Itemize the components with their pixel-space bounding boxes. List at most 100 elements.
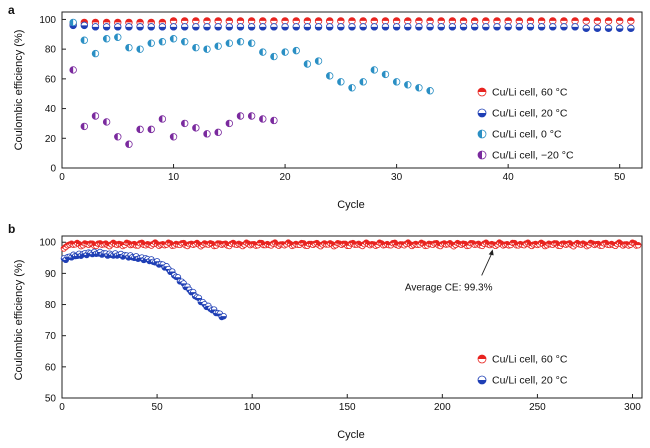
data-point-a-s3 <box>247 112 256 120</box>
data-point-a-s1 <box>515 23 524 31</box>
data-point-a-s2 <box>359 78 367 86</box>
data-point-a-s3 <box>91 112 100 120</box>
data-point-a-s3 <box>236 112 245 120</box>
legend-marker-a-1 <box>477 108 487 118</box>
annotation-arrow <box>481 251 494 276</box>
data-point-a-s3 <box>125 140 133 148</box>
data-point-a-s2 <box>225 39 234 47</box>
data-point-a-s1 <box>259 23 267 31</box>
data-point-a-s0 <box>515 17 524 25</box>
x-tick-label: 100 <box>244 402 261 413</box>
data-point-a-s2 <box>158 38 167 46</box>
x-tick-label: 50 <box>152 402 164 413</box>
data-point-a-s1 <box>381 23 390 31</box>
data-point-a-s1 <box>370 23 379 31</box>
data-point-a-s2 <box>392 78 401 86</box>
legend-marker-b-1 <box>477 375 487 385</box>
data-point-a-s2 <box>80 36 89 44</box>
data-point-a-s3 <box>147 125 155 134</box>
data-point-a-s2 <box>314 57 323 65</box>
data-point-a-s0 <box>236 17 245 25</box>
data-point-a-s1 <box>236 23 245 31</box>
y-tick-label: 80 <box>45 300 57 311</box>
x-tick-label: 150 <box>339 402 356 413</box>
data-point-a-s0 <box>303 17 312 25</box>
data-point-a-s1 <box>192 23 200 31</box>
data-point-a-s1 <box>225 23 234 31</box>
data-point-a-s1 <box>426 23 434 31</box>
legend-marker-a-3 <box>477 150 487 160</box>
data-point-a-s1 <box>593 24 602 33</box>
data-point-a-s0 <box>281 17 289 25</box>
data-point-a-s0 <box>192 17 200 25</box>
data-point-a-s2 <box>169 35 178 43</box>
legend-label-a-0: Cu/Li cell, 60 °C <box>492 87 568 99</box>
data-point-a-s1 <box>359 23 367 31</box>
data-point-a-s0 <box>482 17 490 25</box>
data-point-a-s3 <box>102 118 111 126</box>
data-point-a-s0 <box>615 17 624 25</box>
panel-a-frame <box>61 11 643 169</box>
legend-label-b-0: Cu/Li cell, 60 °C <box>492 354 568 366</box>
data-point-a-s3 <box>180 119 189 128</box>
y-tick-label: 60 <box>45 74 57 85</box>
data-point-a-s3 <box>169 133 178 141</box>
annotation-label: Average CE: 99.3% <box>405 282 493 293</box>
data-point-a-s1 <box>325 23 334 31</box>
data-point-a-s0 <box>493 17 501 25</box>
y-tick-label: 50 <box>45 394 57 405</box>
data-point-a-s1 <box>448 23 457 31</box>
data-point-a-s2 <box>214 42 222 50</box>
y-tick-label: 60 <box>45 362 57 373</box>
data-point-a-s1 <box>404 23 412 31</box>
y-tick-label: 90 <box>45 269 57 280</box>
data-point-a-s3 <box>69 66 77 74</box>
data-point-a-s1 <box>560 23 568 31</box>
data-point-a-s0 <box>571 17 579 25</box>
data-point-a-s2 <box>381 70 390 79</box>
data-point-a-s2 <box>426 87 434 95</box>
data-point-a-s2 <box>404 81 412 89</box>
data-point-a-s2 <box>192 43 200 52</box>
data-point-a-s1 <box>549 23 557 31</box>
data-point-a-s1 <box>537 23 546 31</box>
data-point-a-s0 <box>593 17 602 25</box>
data-point-a-s1 <box>281 23 289 31</box>
data-point-a-s0 <box>404 17 412 25</box>
data-point-a-s0 <box>225 17 234 25</box>
data-point-a-s2 <box>337 78 345 86</box>
data-point-a-s3 <box>270 116 278 125</box>
data-point-a-s1 <box>114 23 122 31</box>
y-tick-label: 40 <box>45 104 57 115</box>
legend-label-a-3: Cu/Li cell, −20 °C <box>492 150 574 162</box>
data-point-a-s0 <box>381 17 390 25</box>
data-point-a-s1 <box>582 24 590 33</box>
data-point-a-s1 <box>180 23 189 31</box>
data-point-a-s1 <box>504 23 512 31</box>
panel-b-ylabel: Coulombic efficiency (%) <box>13 260 25 381</box>
x-tick-label: 10 <box>168 172 180 183</box>
data-point-a-s2 <box>91 49 100 58</box>
data-point-a-s3 <box>136 125 144 134</box>
data-point-a-s1 <box>158 23 167 31</box>
data-point-a-s2 <box>102 35 111 43</box>
data-point-a-s1 <box>80 21 89 30</box>
data-point-a-s2 <box>114 33 122 41</box>
data-point-a-s1 <box>526 23 535 31</box>
data-point-a-s2 <box>370 66 379 74</box>
y-tick-label: 100 <box>39 238 56 249</box>
data-point-a-s0 <box>314 17 323 25</box>
data-point-a-s2 <box>348 84 356 92</box>
data-point-a-s2 <box>136 45 144 53</box>
data-point-a-s1 <box>91 23 100 31</box>
y-tick-label: 70 <box>45 331 57 342</box>
data-point-a-s2 <box>259 48 267 56</box>
data-point-a-s2 <box>325 72 334 80</box>
data-point-a-s2 <box>69 18 77 27</box>
data-point-a-s1 <box>203 23 211 31</box>
y-tick-label: 0 <box>50 164 56 175</box>
data-point-a-s1 <box>615 24 624 33</box>
data-point-a-s1 <box>147 23 155 31</box>
data-point-a-s1 <box>102 23 111 31</box>
data-point-a-s1 <box>493 23 501 31</box>
